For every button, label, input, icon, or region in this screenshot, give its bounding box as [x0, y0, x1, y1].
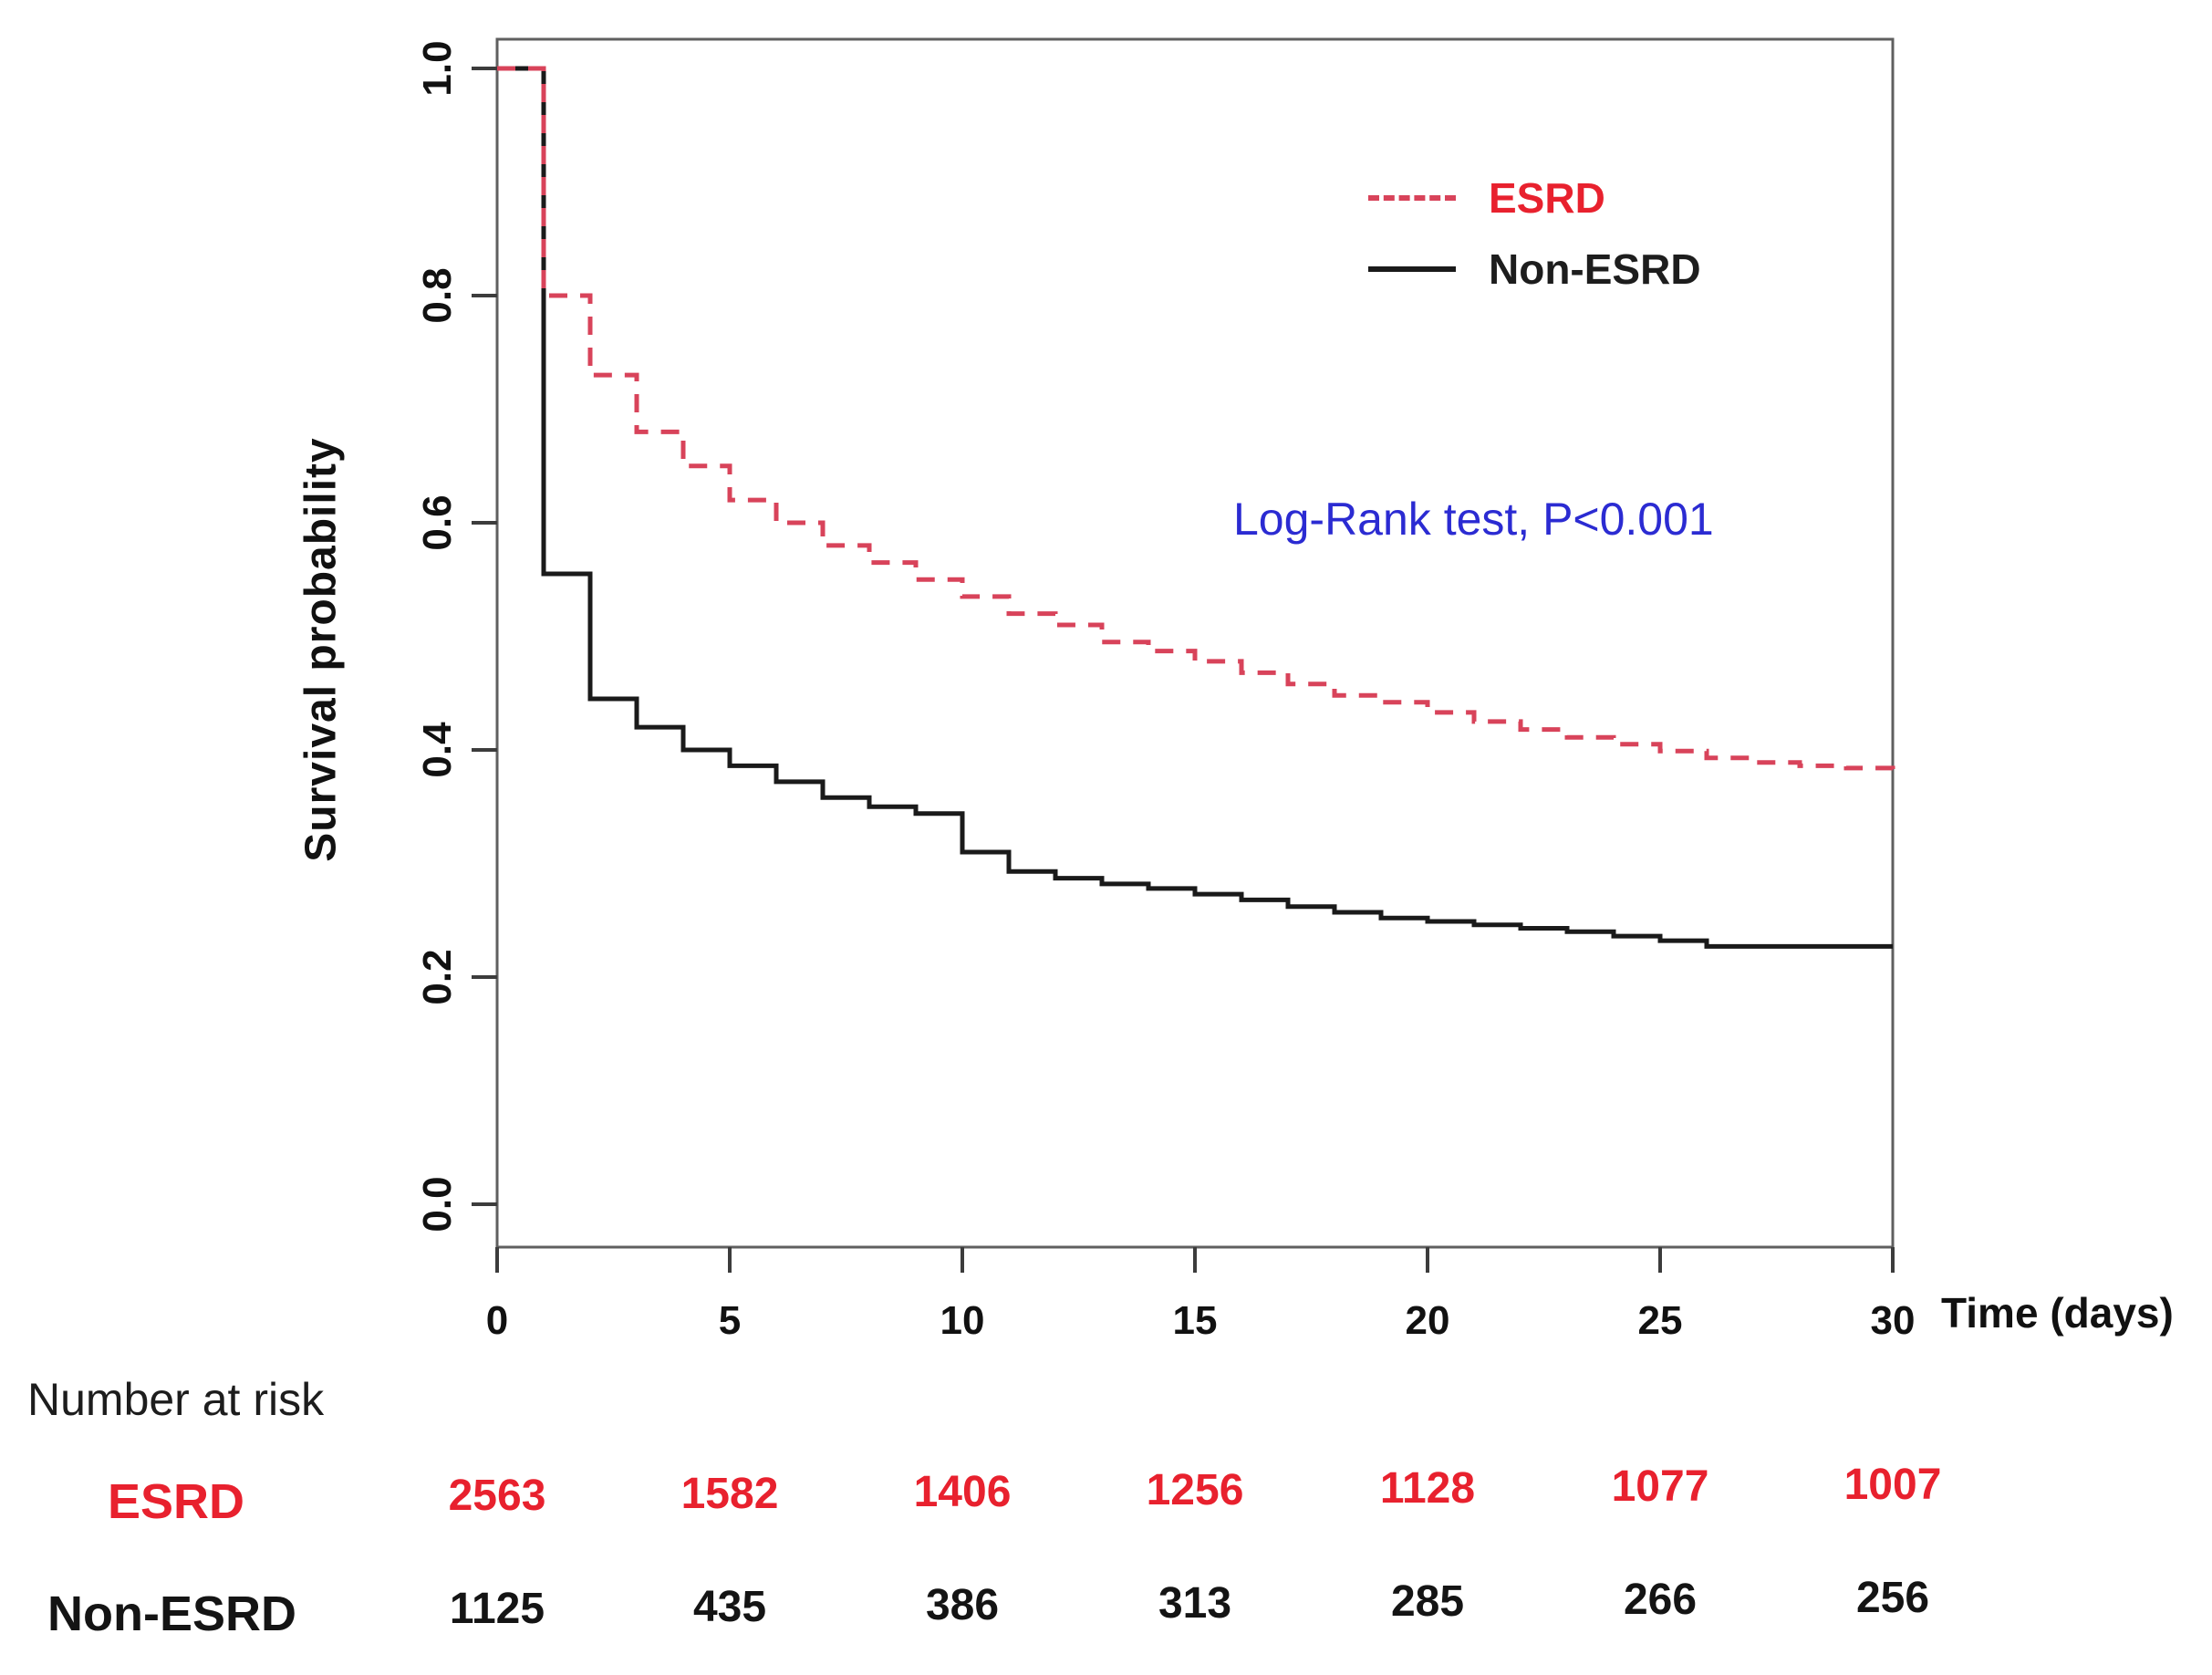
risk-count-non-esrd: 285	[1390, 1577, 1465, 1626]
x-axis-title: Time (days)	[1941, 1289, 2174, 1337]
risk-count-esrd: 1077	[1611, 1462, 1709, 1511]
legend-item-esrd: ESRD	[1368, 162, 1701, 234]
risk-count-esrd: 1256	[1146, 1466, 1244, 1514]
risk-count-non-esrd: 256	[1855, 1574, 1930, 1622]
x-tick-label: 20	[1406, 1298, 1450, 1343]
risk-count-esrd: 1128	[1379, 1464, 1476, 1513]
x-tick-label: 25	[1638, 1298, 1683, 1343]
legend-label-non-esrd: Non-ESRD	[1489, 245, 1701, 293]
non-esrd-solid-line-swatch	[1368, 266, 1456, 272]
y-tick-label: 0.4	[415, 722, 460, 778]
y-tick-label: 0.2	[415, 949, 460, 1004]
risk-count-esrd: 1582	[680, 1470, 779, 1518]
legend-label-esrd: ESRD	[1489, 174, 1605, 222]
y-tick-label: 0.8	[415, 267, 460, 323]
risk-count-non-esrd: 1125	[449, 1585, 545, 1633]
x-tick-label: 15	[1173, 1298, 1218, 1343]
y-axis-title: Survival probability	[296, 437, 346, 862]
legend-item-non-esrd: Non-ESRD	[1368, 234, 1701, 305]
risk-row-label-non-esrd: Non-ESRD	[47, 1587, 296, 1641]
x-tick-label: 0	[486, 1298, 508, 1343]
x-tick-label: 10	[940, 1298, 985, 1343]
risk-table-title: Number at risk	[27, 1374, 325, 1425]
esrd-dashed-line-swatch	[1368, 195, 1456, 201]
risk-count-esrd: 1406	[913, 1468, 1012, 1516]
x-tick-label: 5	[719, 1298, 741, 1343]
risk-count-non-esrd: 386	[925, 1581, 1000, 1629]
survival-curve-esrd	[497, 66, 1895, 771]
x-tick-label: 30	[1871, 1298, 1916, 1343]
risk-count-non-esrd: 313	[1158, 1579, 1232, 1628]
y-tick-label: 0.0	[415, 1176, 460, 1232]
risk-count-non-esrd: 435	[692, 1583, 767, 1631]
logrank-annotation: Log-Rank test, P<0.001	[1233, 494, 1714, 545]
survival-curve-non-esrd	[497, 66, 1893, 949]
risk-count-non-esrd: 266	[1623, 1576, 1698, 1624]
y-tick-label: 0.6	[415, 494, 460, 550]
y-tick-label: 1.0	[415, 40, 460, 96]
risk-row-label-esrd: ESRD	[108, 1474, 245, 1529]
risk-count-esrd: 1007	[1843, 1461, 1942, 1509]
legend: ESRD Non-ESRD	[1368, 162, 1701, 305]
risk-count-esrd: 2563	[448, 1472, 546, 1520]
